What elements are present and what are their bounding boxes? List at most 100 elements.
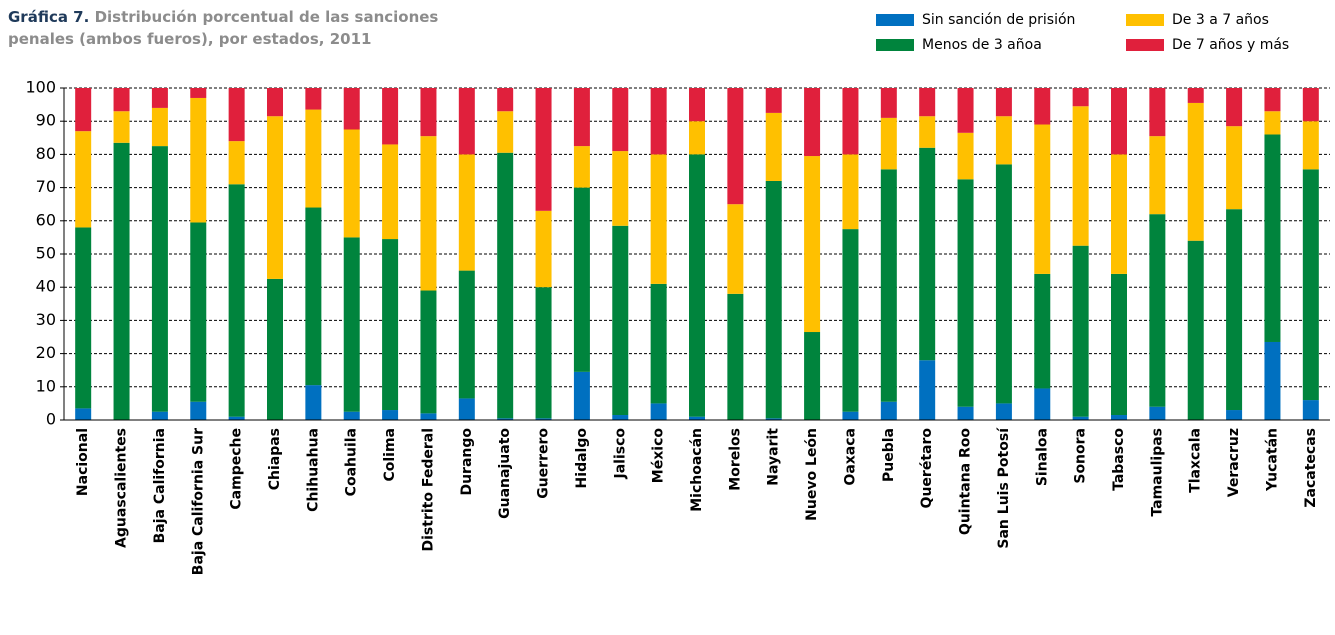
bar-segment	[689, 154, 705, 417]
bar-segment	[420, 88, 437, 137]
bar-segment	[1072, 416, 1089, 420]
bar-segment	[497, 88, 514, 112]
bar-segment	[842, 154, 859, 230]
bar-segment	[765, 112, 782, 181]
bar-segment	[1072, 106, 1089, 246]
bar-segment	[75, 88, 92, 132]
bar-segment	[382, 410, 399, 420]
bar-segment	[612, 151, 629, 226]
bar-segment	[497, 152, 514, 419]
x-tick-label: Oaxaca	[842, 428, 858, 486]
x-tick-label: Tlaxcala	[1188, 428, 1204, 493]
title-prefix: Gráfica 7.	[8, 8, 90, 26]
bar-segment	[1302, 121, 1319, 170]
bar-segment	[382, 239, 399, 411]
bar-segment	[305, 109, 322, 208]
bar-segment	[1302, 169, 1319, 401]
chart-title-block: Gráfica 7. Distribución porcentual de la…	[8, 6, 488, 50]
bar-segment	[535, 210, 552, 288]
x-tick-label: Guerrero	[536, 428, 552, 499]
bar-segment	[113, 111, 130, 143]
bar-segment	[919, 360, 936, 420]
y-tick-label: 100	[25, 78, 56, 97]
bar-segment	[1034, 88, 1051, 125]
bar-segment	[995, 403, 1012, 420]
bar-segment	[267, 278, 283, 420]
bar-segment	[880, 88, 897, 118]
bar-segment	[689, 121, 705, 155]
bar-segment	[1111, 415, 1127, 420]
bar-segment	[420, 413, 437, 420]
bar-segment	[842, 88, 859, 155]
bar-segment	[957, 406, 974, 420]
bar-segment	[573, 187, 590, 372]
bar-segment	[1264, 341, 1281, 420]
x-tick-label: Guanajuato	[497, 428, 513, 519]
legend-swatch	[876, 39, 914, 51]
bar-segment	[995, 164, 1012, 404]
bar-segment	[535, 287, 552, 419]
legend-label: Menos de 3 añoa	[922, 37, 1042, 53]
x-tick-label: Morelos	[727, 428, 743, 491]
bar-segment	[75, 408, 92, 420]
legend-swatch	[1126, 14, 1164, 26]
x-tick-label: Quintana Roo	[958, 428, 974, 535]
y-tick-label: 90	[36, 111, 56, 130]
bar-segment	[1302, 400, 1319, 420]
bar-segment	[1187, 240, 1204, 420]
x-tick-label: Campeche	[229, 428, 245, 510]
y-tick-label: 70	[36, 177, 56, 196]
bar-segment	[880, 169, 897, 402]
bar-segment	[612, 415, 629, 420]
bar-segment	[919, 147, 936, 361]
bar-segment	[228, 416, 245, 420]
bar-segment	[151, 107, 168, 147]
bar-segment	[267, 116, 283, 279]
y-tick-label: 0	[46, 410, 56, 429]
x-tick-label: Baja California Sur	[190, 428, 206, 575]
bar-segment	[650, 283, 667, 404]
x-tick-label: Sonora	[1073, 428, 1089, 484]
bar-segment	[382, 88, 399, 145]
bar-segment	[765, 180, 782, 419]
legend-swatch	[1126, 39, 1164, 51]
x-tick-label: Distrito Federal	[420, 428, 436, 552]
x-tick-label: Veracruz	[1226, 428, 1242, 497]
y-tick-label: 80	[36, 144, 56, 163]
bar-segment	[650, 154, 667, 284]
bar-segment	[689, 416, 705, 420]
bar-segment	[1072, 245, 1089, 417]
chart-title: Distribución porcentual de las sanciones…	[8, 8, 439, 48]
bar-segment	[190, 88, 207, 98]
x-tick-label: Colima	[382, 428, 398, 482]
bar-segment	[1149, 214, 1166, 407]
bar-segment	[1264, 134, 1281, 342]
x-tick-label: Chihuahua	[305, 428, 321, 512]
x-tick-label: Yucatán	[1264, 428, 1280, 492]
x-tick-label: México	[651, 428, 667, 484]
bar-segment	[880, 401, 897, 420]
bar-segment	[1226, 88, 1243, 127]
bar-segment	[1111, 154, 1127, 274]
bar-segment	[1034, 388, 1051, 420]
bar-segment	[804, 156, 821, 333]
bar-segment	[458, 154, 475, 271]
bar-segment	[995, 116, 1012, 165]
bar-segment	[1149, 88, 1166, 137]
bar-segment	[1264, 111, 1281, 135]
bar-segment	[1187, 102, 1204, 241]
bar-segment	[1149, 406, 1166, 420]
bar-segment	[267, 88, 283, 117]
bar-segment	[151, 146, 168, 412]
x-tick-label: Nuevo León	[804, 428, 820, 521]
x-tick-label: Durango	[459, 428, 475, 496]
bar-segment	[305, 385, 322, 420]
bar-segment	[228, 184, 245, 417]
bar-segment	[804, 332, 821, 420]
bar-segment	[190, 97, 207, 223]
bar-segment	[612, 225, 629, 416]
bar-segment	[995, 88, 1012, 117]
x-tick-label: San Luis Potosí	[996, 427, 1012, 549]
x-tick-label: Aguascalientes	[114, 428, 130, 548]
